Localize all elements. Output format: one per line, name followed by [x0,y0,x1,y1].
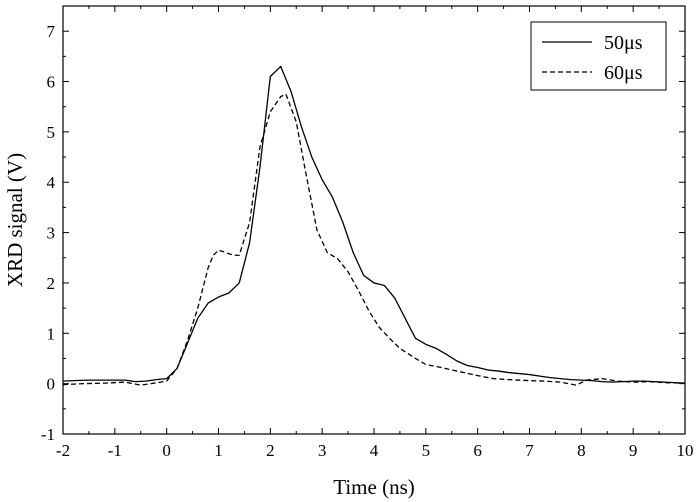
x-tick-label: -2 [56,441,70,460]
y-tick-label: 7 [47,22,56,41]
y-tick-label: 2 [47,274,56,293]
y-tick-label: 4 [47,173,56,192]
y-tick-label: 5 [47,123,56,142]
x-tick-label: 7 [525,441,534,460]
x-tick-label: 5 [422,441,431,460]
x-tick-label: 4 [370,441,379,460]
y-tick-label: 6 [47,73,56,92]
x-tick-label: 0 [162,441,171,460]
x-tick-label: 3 [318,441,327,460]
x-axis-title: Time (ns) [333,475,415,499]
axis-ticks [62,5,686,435]
y-tick-label: 3 [47,224,56,243]
y-tick-label: 0 [47,375,56,394]
x-tick-label: 2 [266,441,275,460]
x-tick-label: 1 [214,441,223,460]
legend-label-50us: 50μs [604,32,643,54]
x-tick-label: 8 [577,441,586,460]
series-lines [62,65,686,386]
legend-box [530,21,667,91]
series-line-60us [62,93,686,386]
legend: 50μs 60μs [530,21,667,91]
y-tick-label: 1 [47,324,56,343]
y-axis-title: XRD signal (V) [3,153,27,287]
series-line-50us [62,65,686,384]
x-tick-label: 6 [473,441,482,460]
y-tick-label: -1 [41,425,55,444]
legend-label-60us: 60μs [604,62,643,84]
x-tick-label: -1 [108,441,122,460]
x-tick-label: 9 [629,441,638,460]
x-tick-label: 10 [677,441,694,460]
